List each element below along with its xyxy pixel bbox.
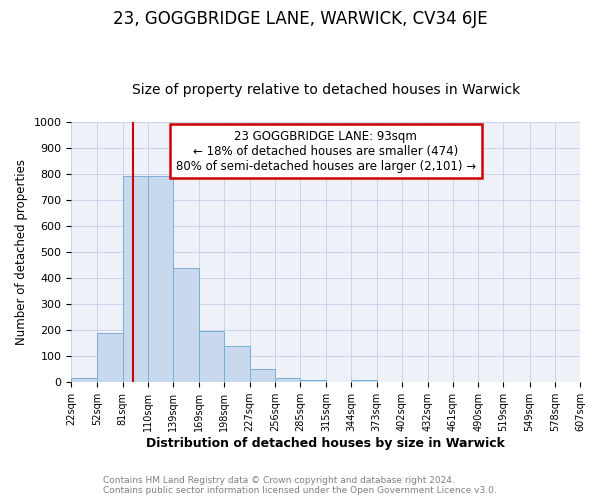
Y-axis label: Number of detached properties: Number of detached properties	[15, 159, 28, 345]
Text: 23 GOGGBRIDGE LANE: 93sqm
← 18% of detached houses are smaller (474)
80% of semi: 23 GOGGBRIDGE LANE: 93sqm ← 18% of detac…	[176, 130, 476, 172]
Bar	[351, 380, 377, 382]
Bar	[148, 176, 173, 382]
Bar	[199, 332, 224, 382]
Bar	[173, 268, 199, 382]
Bar	[250, 369, 275, 382]
Title: Size of property relative to detached houses in Warwick: Size of property relative to detached ho…	[131, 83, 520, 97]
Bar	[122, 176, 148, 382]
Text: Contains HM Land Registry data © Crown copyright and database right 2024.
Contai: Contains HM Land Registry data © Crown c…	[103, 476, 497, 495]
Bar	[300, 380, 326, 382]
Bar	[275, 378, 300, 382]
Bar	[71, 378, 97, 382]
Text: 23, GOGGBRIDGE LANE, WARWICK, CV34 6JE: 23, GOGGBRIDGE LANE, WARWICK, CV34 6JE	[113, 10, 487, 28]
Bar	[224, 346, 250, 382]
Bar	[97, 332, 122, 382]
X-axis label: Distribution of detached houses by size in Warwick: Distribution of detached houses by size …	[146, 437, 505, 450]
